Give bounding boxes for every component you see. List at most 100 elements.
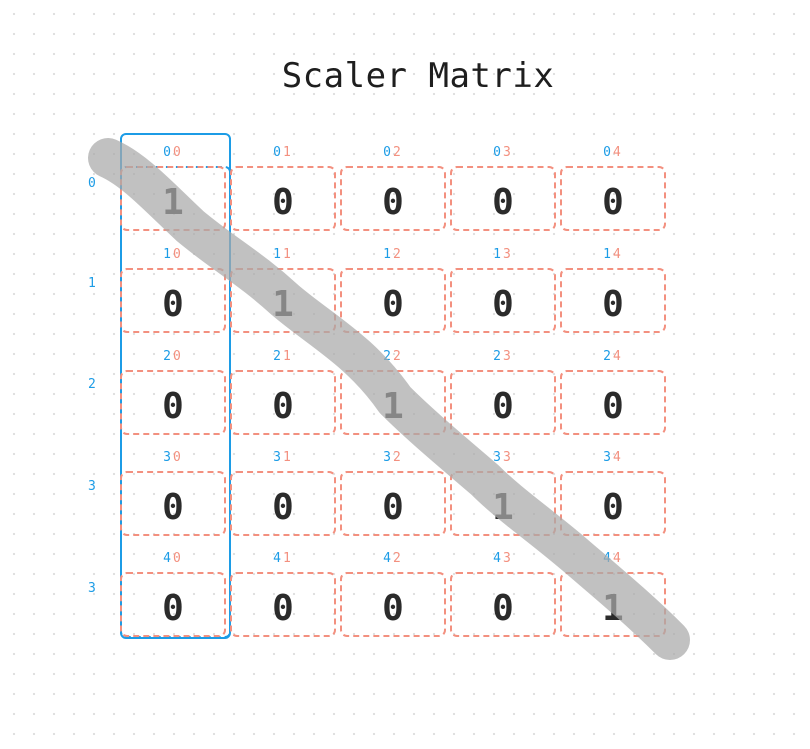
cell-index-label: 41 [230, 551, 336, 566]
cell-index-label: 34 [560, 450, 666, 465]
row-index: 2 [493, 349, 503, 364]
row-index: 2 [273, 349, 283, 364]
column-index: 0 [173, 349, 183, 364]
row-index: 0 [493, 145, 503, 160]
diagonal-stroke-path [88, 138, 690, 660]
column-index: 4 [613, 349, 623, 364]
cell-value: 0 [382, 182, 404, 223]
cell-index-label: 21 [230, 349, 336, 364]
cell-value: 0 [272, 487, 294, 528]
matrix-cell [120, 268, 226, 333]
cell-index-label: 00 [120, 145, 226, 160]
column-index: 1 [283, 450, 293, 465]
column-index: 3 [503, 551, 513, 566]
cell-value: 0 [272, 386, 294, 427]
row-index: 3 [383, 450, 393, 465]
row-index: 3 [603, 450, 613, 465]
cell-index-label: 24 [560, 349, 666, 364]
row-label: 3 [88, 479, 96, 494]
cell-value: 0 [382, 284, 404, 325]
cell-index-label: 31 [230, 450, 336, 465]
column-index: 3 [503, 450, 513, 465]
page-title: Scaler Matrix [281, 56, 555, 96]
cell-value: 0 [382, 588, 404, 629]
matrix-cell [450, 166, 556, 231]
column-index: 2 [393, 349, 403, 364]
column-index: 0 [173, 145, 183, 160]
cell-value: 0 [602, 284, 624, 325]
cell-index-label: 40 [120, 551, 226, 566]
matrix-cell [230, 572, 336, 637]
matrix-cell [450, 370, 556, 435]
row-index: 3 [493, 450, 503, 465]
row-label: 0 [88, 176, 96, 191]
cell-index-label: 23 [450, 349, 556, 364]
matrix-cell [560, 268, 666, 333]
cell-value: 0 [602, 386, 624, 427]
cell-value: 0 [602, 182, 624, 223]
column-index: 4 [613, 145, 623, 160]
cell-index-label: 14 [560, 247, 666, 262]
cell-value: 0 [162, 487, 184, 528]
cell-index-label: 32 [340, 450, 446, 465]
row-label: 2 [88, 377, 96, 392]
cell-index-label: 12 [340, 247, 446, 262]
row-index: 1 [273, 247, 283, 262]
cell-value: 0 [492, 284, 514, 325]
matrix-cell [120, 471, 226, 536]
cell-value: 0 [492, 588, 514, 629]
column-index: 2 [393, 145, 403, 160]
column-index: 1 [283, 145, 293, 160]
row-index: 4 [273, 551, 283, 566]
matrix-cell [230, 370, 336, 435]
cell-index-label: 13 [450, 247, 556, 262]
matrix-cell [340, 268, 446, 333]
matrix-cell [560, 471, 666, 536]
column-index: 2 [393, 551, 403, 566]
cell-index-label: 01 [230, 145, 336, 160]
cell-index-label: 22 [340, 349, 446, 364]
column-index: 0 [173, 247, 183, 262]
cell-index-label: 33 [450, 450, 556, 465]
cell-index-label: 10 [120, 247, 226, 262]
row-index: 0 [603, 145, 613, 160]
cell-value: 0 [382, 487, 404, 528]
matrix-cell [120, 572, 226, 637]
row-index: 1 [383, 247, 393, 262]
row-index: 0 [273, 145, 283, 160]
cell-value: 0 [272, 182, 294, 223]
cell-value: 0 [492, 386, 514, 427]
matrix-cell [450, 572, 556, 637]
row-index: 3 [273, 450, 283, 465]
row-index: 0 [383, 145, 393, 160]
cell-index-label: 11 [230, 247, 336, 262]
row-index: 1 [603, 247, 613, 262]
matrix-cell [230, 268, 336, 333]
cell-value: 0 [602, 487, 624, 528]
column-index: 3 [503, 349, 513, 364]
column-index: 4 [613, 450, 623, 465]
row-index: 4 [383, 551, 393, 566]
cell-value: 0 [272, 588, 294, 629]
row-index: 4 [493, 551, 503, 566]
cell-value: 0 [162, 386, 184, 427]
column-index: 0 [173, 450, 183, 465]
column-index: 2 [393, 450, 403, 465]
matrix-cell [340, 166, 446, 231]
column-index: 1 [283, 247, 293, 262]
row-label: 1 [88, 276, 96, 291]
row-index: 2 [163, 349, 173, 364]
matrix-cell [560, 166, 666, 231]
column-index: 2 [393, 247, 403, 262]
column-index: 3 [503, 247, 513, 262]
row-index: 1 [493, 247, 503, 262]
cell-index-label: 42 [340, 551, 446, 566]
cell-index-label: 03 [450, 145, 556, 160]
cell-index-label: 02 [340, 145, 446, 160]
matrix-cell [230, 471, 336, 536]
matrix-cell [340, 572, 446, 637]
column-index: 0 [173, 551, 183, 566]
cell-index-label: 43 [450, 551, 556, 566]
row-index: 0 [163, 145, 173, 160]
matrix-cell [230, 166, 336, 231]
